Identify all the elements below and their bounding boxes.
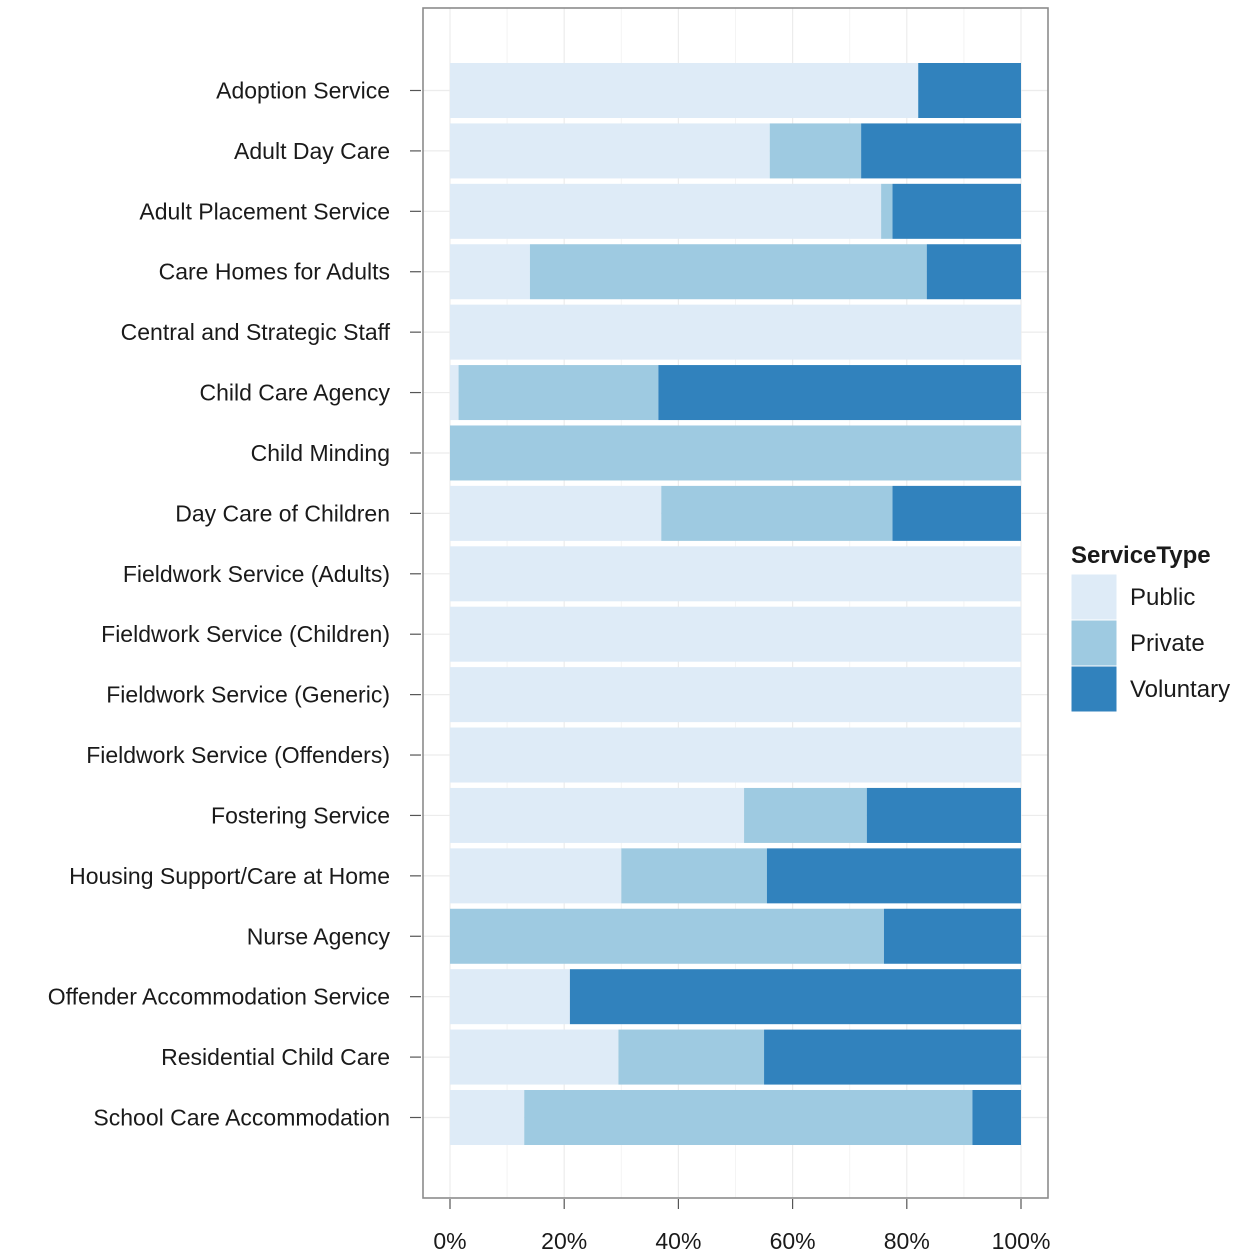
bar-voluntary-1 bbox=[861, 123, 1021, 179]
legend-label-private: Private bbox=[1130, 630, 1205, 657]
category-label: Housing Support/Care at Home bbox=[69, 863, 390, 889]
bar-voluntary-17 bbox=[972, 1090, 1021, 1145]
value-tick-label: 60% bbox=[770, 1228, 816, 1254]
bar-private-14 bbox=[450, 908, 884, 964]
category-label: Care Homes for Adults bbox=[159, 259, 390, 285]
bar-voluntary-15 bbox=[569, 969, 1021, 1025]
bar-public-0 bbox=[450, 63, 919, 118]
category-label: Day Care of Children bbox=[175, 500, 390, 526]
value-axis: 0% 20% 40% 60% 80% 100% bbox=[433, 1199, 1050, 1254]
bar-public-13 bbox=[450, 848, 622, 904]
bars bbox=[450, 63, 1021, 1145]
bar-public-17 bbox=[450, 1090, 525, 1145]
bar-voluntary-14 bbox=[883, 908, 1021, 964]
bar-private-12 bbox=[744, 787, 867, 843]
legend-label-public: Public bbox=[1130, 584, 1195, 611]
bar-public-2 bbox=[450, 183, 882, 239]
category-label: Offender Accommodation Service bbox=[48, 984, 390, 1010]
value-tick-label: 0% bbox=[433, 1228, 466, 1254]
bar-private-5 bbox=[458, 365, 659, 421]
category-label: Fieldwork Service (Children) bbox=[101, 621, 390, 647]
category-label: Adult Placement Service bbox=[139, 198, 390, 224]
bar-private-16 bbox=[618, 1029, 765, 1085]
plot-panel-border bbox=[422, 7, 1049, 1199]
bar-voluntary-12 bbox=[866, 787, 1021, 843]
category-label: Child Minding bbox=[251, 440, 390, 466]
value-tick-label: 20% bbox=[541, 1228, 587, 1254]
bar-public-11 bbox=[450, 727, 1021, 783]
bar-voluntary-0 bbox=[918, 63, 1021, 118]
category-label: Fieldwork Service (Generic) bbox=[106, 682, 390, 708]
category-label: Adoption Service bbox=[216, 78, 390, 104]
legend: ServiceType Public Private Voluntary bbox=[1070, 542, 1230, 713]
bar-private-2 bbox=[881, 183, 893, 239]
bar-private-17 bbox=[524, 1090, 973, 1145]
category-label: Central and Strategic Staff bbox=[121, 319, 391, 345]
category-axis: Adoption Service Adult Day Care Adult Plac… bbox=[48, 78, 421, 1131]
bar-public-12 bbox=[450, 787, 745, 843]
legend-key-private bbox=[1070, 619, 1118, 667]
bar-public-9 bbox=[450, 606, 1021, 662]
legend-key-public bbox=[1070, 573, 1118, 621]
bar-public-16 bbox=[450, 1029, 619, 1085]
category-label: Child Care Agency bbox=[200, 380, 391, 406]
category-label: Nurse Agency bbox=[247, 923, 391, 949]
bar-private-7 bbox=[661, 485, 893, 541]
bar-voluntary-16 bbox=[764, 1029, 1021, 1085]
category-label: Adult Day Care bbox=[234, 138, 390, 164]
legend-label-voluntary: Voluntary bbox=[1130, 676, 1230, 703]
bar-public-3 bbox=[450, 244, 530, 300]
category-label: Fostering Service bbox=[211, 802, 390, 828]
bar-voluntary-5 bbox=[658, 365, 1021, 421]
bar-private-1 bbox=[769, 123, 862, 179]
bar-voluntary-2 bbox=[892, 183, 1021, 239]
legend-key-voluntary bbox=[1070, 665, 1118, 713]
bar-public-1 bbox=[450, 123, 770, 179]
bar-private-6 bbox=[450, 425, 1021, 481]
category-label: Residential Child Care bbox=[161, 1044, 390, 1070]
bar-voluntary-3 bbox=[926, 244, 1021, 300]
bar-voluntary-7 bbox=[892, 485, 1021, 541]
category-label: School Care Accommodation bbox=[93, 1105, 390, 1131]
bar-public-7 bbox=[450, 485, 662, 541]
value-tick-label: 80% bbox=[884, 1228, 930, 1254]
bar-public-4 bbox=[450, 304, 1021, 360]
value-tick-label: 40% bbox=[655, 1228, 701, 1254]
bar-public-5 bbox=[450, 365, 459, 421]
value-tick-label: 100% bbox=[992, 1228, 1051, 1254]
bar-private-13 bbox=[621, 848, 767, 904]
category-label: Fieldwork Service (Adults) bbox=[123, 561, 390, 587]
category-label: Fieldwork Service (Offenders) bbox=[86, 742, 390, 768]
bar-voluntary-13 bbox=[766, 848, 1021, 904]
bar-public-15 bbox=[450, 969, 570, 1025]
bar-private-3 bbox=[529, 244, 927, 300]
bar-public-8 bbox=[450, 546, 1021, 602]
legend-title: ServiceType bbox=[1071, 542, 1211, 569]
bar-public-10 bbox=[450, 667, 1021, 723]
